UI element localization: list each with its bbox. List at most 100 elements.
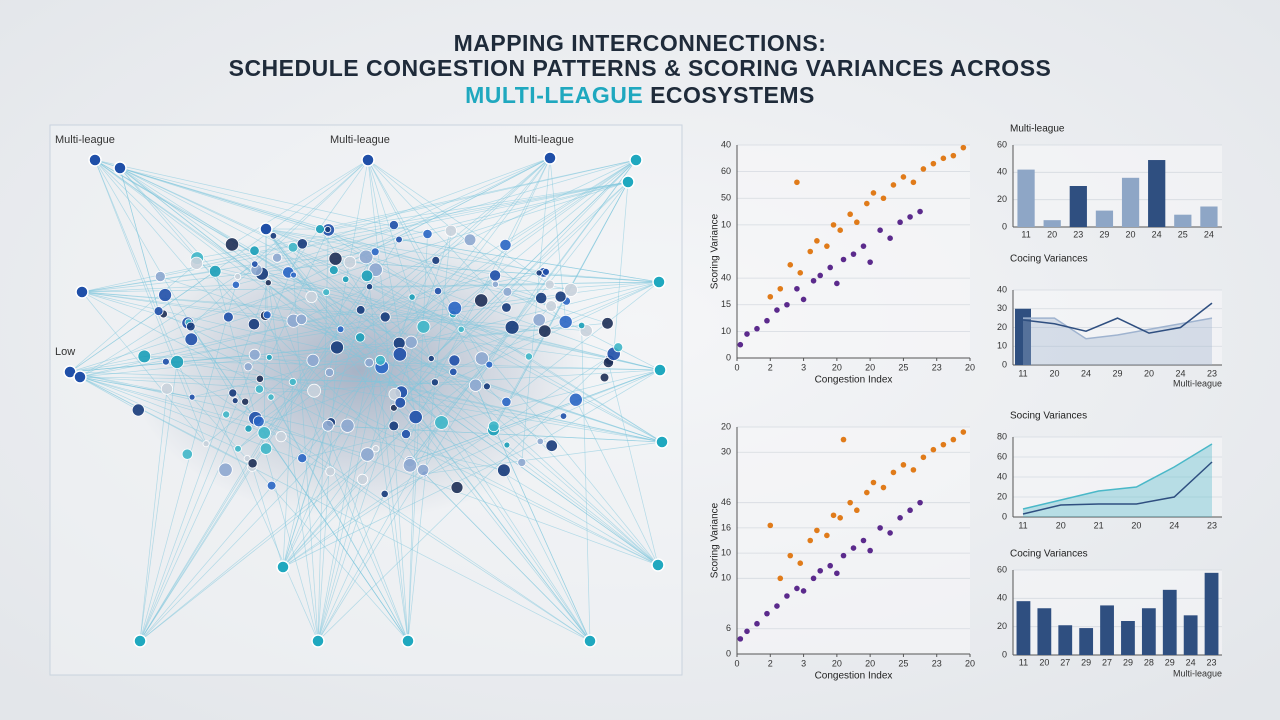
y-tick-label: 10 bbox=[721, 573, 731, 583]
scatter-point bbox=[774, 603, 780, 609]
bar bbox=[1069, 186, 1087, 227]
network-node bbox=[554, 290, 567, 303]
network-edge bbox=[394, 394, 591, 642]
network-edge bbox=[139, 269, 377, 642]
network-edge bbox=[506, 281, 660, 403]
network-node bbox=[137, 349, 152, 364]
network-edge bbox=[407, 230, 452, 642]
plot-area bbox=[1013, 145, 1222, 227]
network-node bbox=[388, 220, 399, 231]
network-label: Multi-league bbox=[514, 134, 574, 146]
scatter-point bbox=[794, 585, 800, 592]
network-edge bbox=[265, 228, 458, 488]
network-edge bbox=[119, 167, 442, 423]
network-node bbox=[264, 279, 272, 287]
network-node bbox=[485, 360, 494, 369]
network-edge bbox=[493, 181, 629, 427]
scatter-point bbox=[784, 593, 790, 599]
x-tick-label: 24 bbox=[1186, 657, 1196, 667]
scatter-point bbox=[854, 219, 860, 226]
scatter-point bbox=[907, 507, 913, 514]
line bbox=[1023, 317, 1213, 340]
network-node bbox=[474, 351, 489, 366]
network-node bbox=[247, 458, 258, 469]
network-node bbox=[153, 306, 164, 317]
y-tick-label: 40 bbox=[997, 593, 1007, 603]
x-tick-label: 24 bbox=[1152, 229, 1162, 239]
network-node bbox=[404, 335, 418, 349]
x-tick-label: 20 bbox=[865, 658, 875, 668]
bar bbox=[1058, 625, 1073, 655]
network-label: Multi-league bbox=[55, 134, 115, 146]
x-tick-label: 23 bbox=[932, 658, 942, 668]
network-node bbox=[322, 288, 331, 297]
scatter-point bbox=[917, 499, 923, 506]
x-tick-label: 20 bbox=[1131, 520, 1141, 530]
scatter-point bbox=[827, 562, 833, 569]
y-tick-label: 80 bbox=[997, 431, 1007, 441]
network-hub bbox=[652, 275, 666, 289]
network-node bbox=[502, 286, 513, 297]
network-edge bbox=[276, 157, 551, 259]
network-edge bbox=[119, 167, 552, 447]
network-edge bbox=[79, 376, 253, 467]
x-tick-label: 20 bbox=[832, 658, 842, 668]
network-node bbox=[535, 291, 548, 305]
network-edge bbox=[163, 313, 659, 566]
network-node bbox=[296, 238, 308, 250]
network-node bbox=[365, 283, 374, 291]
network-edge bbox=[79, 282, 269, 378]
network-edge bbox=[407, 417, 417, 642]
x-tick-label: 23 bbox=[932, 362, 942, 372]
scatter-point bbox=[794, 285, 800, 292]
network-hub bbox=[361, 153, 375, 167]
scatter-point bbox=[960, 429, 967, 435]
title-line: MULTI-LEAGUE ECOSYSTEMS bbox=[465, 82, 815, 108]
network-node bbox=[340, 418, 355, 433]
scatter-point bbox=[840, 256, 847, 263]
network-hub bbox=[583, 634, 597, 648]
y-axis-label: Scoring Variance bbox=[710, 502, 721, 578]
network-node bbox=[251, 260, 259, 268]
network-node bbox=[160, 382, 174, 395]
network-node bbox=[295, 313, 308, 326]
network-edge bbox=[282, 469, 424, 568]
network-edge bbox=[160, 276, 663, 443]
network-edge bbox=[317, 360, 381, 642]
network-node bbox=[433, 286, 443, 296]
bar bbox=[1100, 605, 1114, 655]
x-tick-label: 29 bbox=[1165, 657, 1175, 667]
network-edge bbox=[268, 282, 409, 642]
scatter-point bbox=[864, 489, 870, 496]
network-edge bbox=[231, 244, 659, 566]
chart-title: Cocing Variances bbox=[1010, 549, 1088, 560]
network-edge bbox=[507, 281, 660, 293]
scatter-point bbox=[847, 211, 853, 218]
network-node bbox=[489, 269, 502, 282]
y-tick-label: 10 bbox=[721, 219, 731, 229]
network-edge bbox=[139, 251, 376, 642]
network-node bbox=[287, 242, 299, 253]
network-node bbox=[370, 247, 380, 257]
network-edge bbox=[69, 271, 216, 373]
network-node bbox=[601, 317, 614, 330]
scatter-point bbox=[767, 293, 774, 300]
network-hub bbox=[629, 153, 643, 167]
network-edge bbox=[191, 396, 409, 642]
network-edge bbox=[139, 361, 178, 642]
network-node bbox=[305, 290, 318, 303]
network-edge bbox=[81, 291, 314, 361]
scatter-point bbox=[784, 301, 790, 308]
x-tick-label: 20 bbox=[1047, 229, 1057, 239]
network-node bbox=[315, 224, 325, 235]
network-edge bbox=[81, 263, 255, 293]
network-node bbox=[218, 462, 233, 478]
scatter-point bbox=[817, 567, 824, 574]
scatter-point bbox=[767, 522, 774, 529]
network-edge bbox=[398, 239, 660, 283]
scatter-point bbox=[814, 238, 820, 244]
bar bbox=[1043, 220, 1061, 227]
x-tick-label: 25 bbox=[898, 658, 908, 668]
scatter-point bbox=[960, 144, 967, 151]
network-edge bbox=[79, 376, 315, 392]
